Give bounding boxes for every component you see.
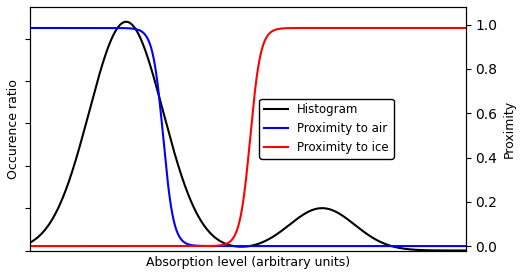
Proximity to air [370,245,377,248]
Proximity to air [228,245,234,248]
Histogram [463,249,469,252]
Proximity to air [450,245,456,248]
Proximity to ice [239,207,245,210]
Line: Proximity to air: Proximity to air [30,28,466,246]
Line: Proximity to ice: Proximity to ice [30,28,466,246]
Legend: Histogram, Proximity to air, Proximity to ice: Histogram, Proximity to air, Proximity t… [259,99,393,159]
Y-axis label: Proximity: Proximity [503,100,516,158]
Proximity to air [239,245,245,248]
Proximity to ice [228,240,234,243]
Proximity to air [463,245,469,248]
Proximity to ice [50,245,56,248]
Histogram [50,217,56,221]
Y-axis label: Occurence ratio: Occurence ratio [7,79,20,179]
Proximity to ice [370,26,377,30]
Histogram [450,249,457,252]
Histogram [370,237,377,240]
Proximity to air [50,26,56,30]
Line: Histogram: Histogram [30,22,466,251]
Proximity to air [27,26,33,30]
Proximity to air [450,245,456,248]
Proximity to ice [27,245,33,248]
Histogram [228,244,234,247]
Proximity to ice [463,26,469,30]
Proximity to ice [439,26,446,30]
Histogram [239,245,245,248]
Proximity to ice [450,26,457,30]
X-axis label: Absorption level (arbitrary units): Absorption level (arbitrary units) [146,256,350,269]
Histogram [27,241,33,244]
Histogram [123,20,129,23]
Histogram [450,249,456,252]
Proximity to ice [450,26,456,30]
